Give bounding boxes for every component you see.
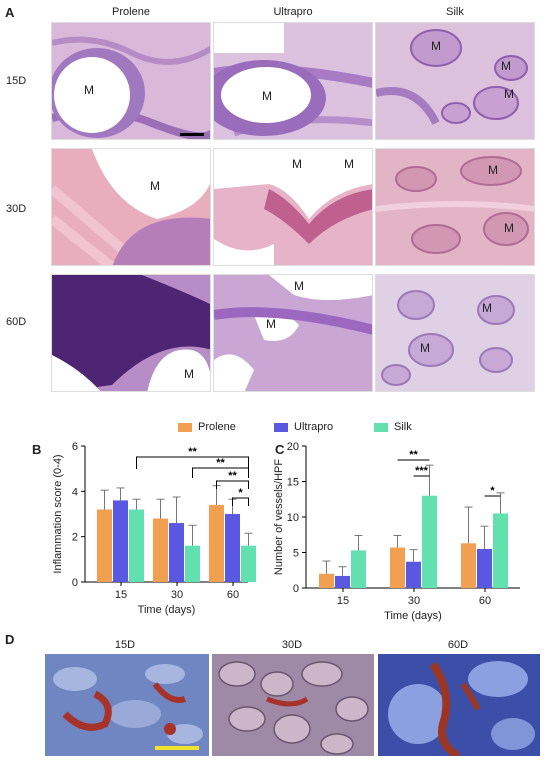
mesh-label: M (504, 87, 514, 101)
chart-b-y-tick-label: 2 (72, 532, 78, 544)
chart-b-bar-ultrapro-15 (113, 500, 128, 582)
column-header-silk: Silk (446, 6, 464, 18)
chart-c-bar-prolene-30 (390, 547, 405, 588)
mesh-label: M (184, 367, 194, 381)
chart-b-bar-ultrapro-60 (225, 514, 240, 582)
chart-c-x-tick-label: 60 (479, 595, 491, 607)
column-header-d-30d: 30D (281, 639, 303, 651)
chart-c-x-tick-label: 15 (337, 595, 349, 607)
chart-b-significance-label: ** (188, 446, 197, 458)
chart-b-bar-silk-15 (129, 509, 144, 582)
mesh-label: M (431, 39, 441, 53)
micrograph-trichrome-30d (212, 654, 374, 756)
chart-c-y-tick-label: 15 (287, 477, 299, 489)
chart-b-x-tick-label: 30 (171, 589, 183, 601)
micrograph-silk-60d: M M (375, 274, 535, 392)
mesh-label: M (488, 163, 498, 177)
mesh-label: M (292, 157, 302, 171)
chart-b-bar-silk-60 (241, 545, 256, 582)
micrograph-ultrapro-15d: M (213, 22, 373, 140)
chart-c-bar-ultrapro-15 (335, 575, 350, 588)
chart-c-bar-silk-15 (351, 550, 366, 588)
panel-label-a: A (5, 5, 15, 20)
chart-b-significance-bracket (216, 480, 249, 489)
chart-b-significance-label: * (238, 487, 243, 499)
micrograph-silk-30d: M M (375, 148, 535, 266)
chart-c-bar-ultrapro-30 (406, 561, 421, 588)
chart-b-significance-label: ** (216, 457, 225, 469)
mesh-label: M (294, 279, 304, 293)
chart-b-y-tick-label: 4 (72, 486, 78, 498)
chart-c-x-axis-label: Time (days) (384, 610, 442, 622)
micrograph-prolene-60d: M (51, 274, 211, 392)
chart-b-y-tick-label: 0 (72, 577, 78, 589)
legend-label-silk: Silk (394, 421, 412, 433)
panel-label-d: D (5, 632, 15, 647)
micrograph-silk-15d: M M M (375, 22, 535, 140)
micrograph-prolene-30d: M (51, 148, 211, 266)
chart-c-bar-prolene-15 (319, 573, 334, 588)
chart-b-significance-bracket (232, 497, 249, 506)
chart-c-y-tick-label: 20 (287, 441, 299, 453)
legend-swatch-silk (374, 423, 388, 432)
chart-c-y-axis-label: Number of vessels/HPF (273, 459, 285, 575)
chart-b-bar-silk-30 (185, 545, 200, 582)
chart-b-x-tick-label: 60 (227, 589, 239, 601)
column-header-d-15d: 15D (114, 639, 136, 651)
micrograph-trichrome-15d (45, 654, 209, 756)
legend-label-prolene: Prolene (198, 421, 236, 433)
chart-c-bar-prolene-60 (461, 543, 476, 588)
legend-swatch-prolene (178, 423, 192, 432)
micrograph-ultrapro-60d: M M (213, 274, 373, 392)
row-label-30d: 30D (6, 203, 27, 215)
row-label-60d: 60D (6, 316, 27, 328)
micrograph-trichrome-60d (378, 654, 540, 756)
mesh-label: M (84, 83, 94, 97)
mesh-label: M (150, 179, 160, 193)
chart-c-bar-silk-60 (493, 513, 508, 588)
micrograph-ultrapro-30d: M M (213, 148, 373, 266)
chart-c-y-tick-label: 5 (293, 548, 299, 560)
panel-label-c: C (275, 442, 285, 457)
chart-c-significance-label: *** (415, 465, 429, 477)
chart-c-y-tick-label: 0 (293, 583, 299, 595)
mesh-label: M (501, 59, 511, 73)
mesh-label: M (266, 317, 276, 331)
chart-b-bar-prolene-60 (209, 504, 224, 582)
micrograph-prolene-15d: M (51, 22, 211, 140)
column-header-prolene: Prolene (112, 6, 150, 18)
column-header-ultrapro: Ultrapro (273, 6, 313, 18)
chart-c-y-tick-label: 10 (287, 512, 299, 524)
mesh-label: M (262, 89, 272, 103)
chart-c-x-tick-label: 30 (408, 595, 420, 607)
column-header-d-60d: 60D (447, 639, 469, 651)
chart-c-significance-label: * (490, 485, 495, 497)
chart-b-bar-prolene-15 (97, 509, 112, 582)
chart-b-y-tick-label: 6 (72, 441, 78, 453)
panel-label-b: B (32, 442, 42, 457)
mesh-label: M (482, 301, 492, 315)
legend-label-ultrapro: Ultrapro (294, 421, 334, 433)
chart-c-significance-label: ** (409, 449, 418, 461)
chart-c-bar-silk-30 (422, 495, 437, 588)
chart-b-x-axis-label: Time (days) (138, 604, 196, 616)
chart-b-significance-bracket (192, 467, 249, 478)
chart-b-significance-bracket (136, 456, 249, 469)
chart-b-significance-label: ** (228, 470, 237, 482)
mesh-label: M (344, 157, 354, 171)
chart-b-bar-ultrapro-30 (169, 523, 184, 582)
legend-swatch-ultrapro (274, 423, 288, 432)
row-label-15d: 15D (6, 75, 27, 87)
chart-b-x-tick-label: 15 (115, 589, 127, 601)
chart-b-y-axis-label: Inflammation score (0-4) (52, 454, 64, 573)
chart-b-bar-prolene-30 (153, 518, 168, 582)
mesh-label: M (420, 341, 430, 355)
chart-c-bar-ultrapro-60 (477, 548, 492, 588)
mesh-label: M (504, 221, 514, 235)
